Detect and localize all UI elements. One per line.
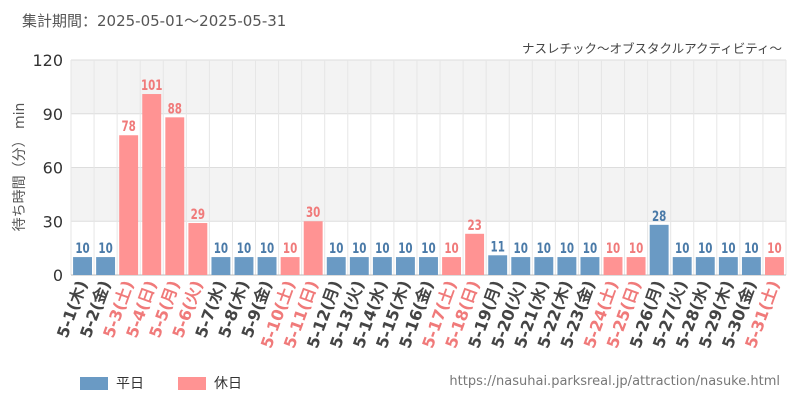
bar-value-label: 10 [537,241,551,257]
bar [349,257,369,275]
bar-value-label: 10 [214,241,228,257]
bar-value-label: 10 [767,241,781,257]
bar-value-label: 78 [121,119,135,135]
bar-value-label: 10 [260,241,274,257]
bar [419,257,438,275]
bar [188,223,208,275]
y-tick-label: 0 [53,266,63,285]
bar-value-label: 10 [237,241,251,257]
bar-value-label: 10 [375,241,389,257]
y-tick-label: 90 [43,105,63,124]
y-tick-label: 30 [43,212,63,231]
bar-value-label: 10 [560,241,574,257]
holiday-bands [71,60,786,222]
bar [534,257,554,275]
bar [326,257,346,275]
bar-value-label: 10 [629,241,643,257]
bar [672,257,692,275]
bar-value-label: 10 [98,241,112,257]
bar-value-label: 10 [421,241,435,257]
bar [142,94,162,276]
bar [603,257,623,275]
legend-swatch-holiday [178,376,206,390]
bar-value-label: 10 [675,241,689,257]
bar [442,257,462,275]
legend-item-holiday: 休日 [178,373,242,393]
bar [511,257,531,275]
y-tick-label: 60 [43,159,63,178]
bar-value-label: 10 [75,241,89,257]
legend-item-weekday: 平日 [80,373,144,393]
bar [626,257,646,275]
bar [73,257,92,275]
bar [488,255,508,275]
period-label: 集計期間：2025-05-01～2025-05-31 [22,12,287,30]
bar-value-label: 11 [491,239,505,255]
bar [395,257,415,275]
bar [119,135,139,275]
bar [465,233,485,275]
x-ticks: 5-1(木)5-2(金)5-3(土)5-4(日)5-5(月)5-6(火)5-7(… [53,278,783,351]
bar [303,221,323,275]
bar-value-label: 10 [514,241,528,257]
legend-label-weekday: 平日 [116,376,144,392]
grid-band [71,60,786,114]
y-ticks: 0 30 60 90 120 [32,51,63,285]
bar [580,257,600,275]
y-tick-label: 120 [32,51,63,70]
bar-value-label: 10 [721,241,735,257]
bar [257,257,277,275]
bar [765,257,784,275]
bar-value-label: 10 [444,241,458,257]
y-axis-label: 待ち時間（分） min [12,103,28,232]
bar-value-label: 10 [398,241,412,257]
bars [73,94,784,276]
bar [96,257,116,275]
bar-value-label: 101 [141,78,163,94]
legend: 平日 休日 [80,373,276,393]
bar-value-label: 10 [283,241,297,257]
bar-value-label: 10 [606,241,620,257]
bar [211,257,231,275]
bar [718,257,738,275]
bar [165,117,185,275]
source-url[interactable]: https://nasuhai.parksreal.jp/attraction/… [449,374,780,389]
bar [649,224,669,275]
bar-value-label: 23 [467,218,481,234]
bar-value-label: 10 [698,241,712,257]
bar [234,257,254,275]
bar [695,257,715,275]
bar [557,257,577,275]
bar-value-label: 10 [744,241,758,257]
legend-label-holiday: 休日 [214,376,242,392]
attraction-name: ナスレチック～オブスタクルアクティビティ～ [521,41,782,56]
bar-value-label: 28 [652,209,666,225]
bar [741,257,761,275]
bar [372,257,392,275]
bar-value-label: 10 [329,241,343,257]
wait-time-bar-chart: 10 10 78 101 88 29 10 10 10 10 30 10 10 10 10 10 10 23 11 1… [12,51,787,351]
bar-labels: 10 10 78 101 88 29 10 10 10 10 30 10 10 10 10 10 10 23 11 1… [75,78,781,257]
legend-swatch-weekday [80,376,108,390]
bar-value-label: 10 [583,241,597,257]
grid-band [71,167,786,222]
bar-value-label: 29 [191,207,205,223]
bar-value-label: 88 [168,101,182,117]
bar [280,257,300,275]
bar-value-label: 30 [306,205,320,221]
bar-value-label: 10 [352,241,366,257]
